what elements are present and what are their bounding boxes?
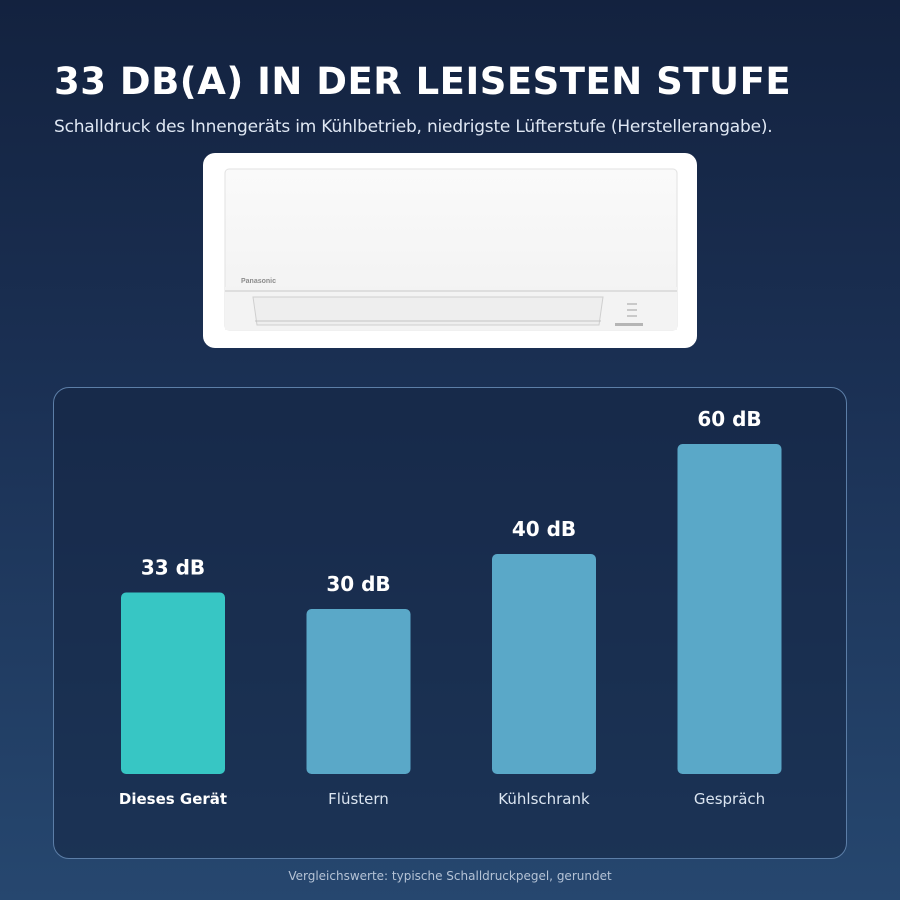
bar-2 <box>492 554 596 774</box>
category-label-3: Gespräch <box>694 790 765 808</box>
brand-logo: Panasonic <box>241 278 276 285</box>
category-label-0: Dieses Gerät <box>119 790 227 808</box>
value-label-3: 60 dB <box>697 407 761 431</box>
bar-0 <box>121 592 225 774</box>
value-label-1: 30 dB <box>326 572 390 596</box>
bar-3 <box>677 444 782 774</box>
page-title: 33 DB(A) IN DER LEISESTEN STUFE <box>54 60 792 103</box>
noise-level-bar-chart: 33 dB Dieses Gerät 30 dB Flüstern 40 dB Kühls… <box>119 407 782 808</box>
air-conditioner-illustration: Panasonic <box>224 168 678 331</box>
comparison-chart-panel: 33 dB Dieses Gerät 30 dB Flüstern 40 dB Kühls… <box>53 387 847 859</box>
product-image: Panasonic <box>203 153 697 348</box>
footnote: Vergleichswerte: typische Schalldruckpeg… <box>288 869 612 883</box>
page-subtitle: Schalldruck des Innengeräts im Kühlbetri… <box>54 117 773 137</box>
bar-1 <box>306 609 411 774</box>
value-label-0: 33 dB <box>141 556 205 580</box>
category-label-1: Flüstern <box>328 790 389 808</box>
category-label-2: Kühlschrank <box>498 790 590 808</box>
value-label-2: 40 dB <box>512 517 576 541</box>
